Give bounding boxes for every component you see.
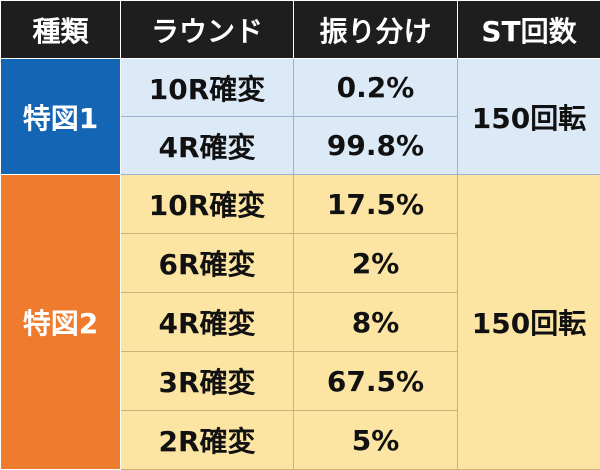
round-cell: 3R確変 bbox=[121, 352, 294, 411]
table-row: 特図1 10R確変 0.2% 150回転 bbox=[1, 59, 600, 117]
round-cell: 6R確変 bbox=[121, 234, 294, 293]
header-kind: 種類 bbox=[1, 1, 121, 59]
header-round: ラウンド bbox=[121, 1, 294, 59]
round-cell: 10R確変 bbox=[121, 59, 294, 117]
pct-cell: 8% bbox=[294, 293, 458, 352]
st-cell-tokuzu2: 150回転 bbox=[458, 175, 600, 470]
kind-cell-tokuzu1: 特図1 bbox=[1, 59, 121, 175]
pct-cell: 99.8% bbox=[294, 117, 458, 175]
round-cell: 4R確変 bbox=[121, 293, 294, 352]
header-row: 種類 ラウンド 振り分け ST回数 bbox=[1, 1, 600, 59]
pct-cell: 2% bbox=[294, 234, 458, 293]
header-distribution: 振り分け bbox=[294, 1, 458, 59]
header-st-count: ST回数 bbox=[458, 1, 600, 59]
round-cell: 10R確変 bbox=[121, 175, 294, 234]
st-cell-tokuzu1: 150回転 bbox=[458, 59, 600, 175]
pct-cell: 5% bbox=[294, 411, 458, 470]
pct-cell: 0.2% bbox=[294, 59, 458, 117]
round-cell: 4R確変 bbox=[121, 117, 294, 175]
pct-cell: 67.5% bbox=[294, 352, 458, 411]
pct-cell: 17.5% bbox=[294, 175, 458, 234]
round-cell: 2R確変 bbox=[121, 411, 294, 470]
table-row: 特図2 10R確変 17.5% 150回転 bbox=[1, 175, 600, 234]
kind-cell-tokuzu2: 特図2 bbox=[1, 175, 121, 470]
